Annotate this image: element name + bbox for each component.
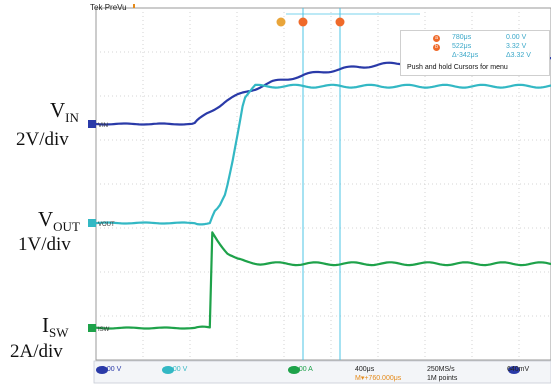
isw-label: ISW [42, 313, 69, 341]
cursor-a-marker: a [433, 35, 440, 42]
ch2-scale[interactable]: 1.00 V [167, 366, 188, 373]
ch3-scale[interactable]: 2.00 A [293, 366, 313, 373]
cursor-b-time: 522μs [452, 43, 472, 50]
cursor-a-value: 0.00 V [506, 34, 527, 41]
timebase[interactable]: 400μs [355, 366, 375, 373]
vout-label: VOUT [38, 207, 80, 235]
vout-scale: 1V/div [18, 234, 71, 255]
cursor-delta-value: Δ3.32 V [506, 52, 531, 59]
vin-scale: 2V/div [16, 129, 69, 150]
sample-rate[interactable]: 250MS/s [427, 366, 455, 373]
status-bar-bg [93, 360, 551, 384]
channel-tag-vout: VOUT [98, 222, 115, 228]
status-bar: 2.00 V 1.00 V 2.00 A 400μs M▾+760.000μs … [94, 361, 551, 383]
channel-button-marker [288, 366, 300, 374]
trigger-level[interactable]: 640mV [507, 366, 530, 373]
trigger-position[interactable]: M▾+760.000μs [355, 375, 402, 382]
trace-isw [95, 231, 551, 330]
vin-label: VIN [50, 98, 79, 126]
cursor-b-value: 3.32 V [506, 43, 527, 50]
channel-marker-vin [88, 120, 96, 128]
trace-vout [95, 83, 551, 226]
trigger-time-marker [276, 17, 286, 27]
channel-button-marker [508, 366, 520, 374]
cursor-marker [298, 17, 308, 27]
channel-tag-isw: ISW [98, 327, 110, 333]
cursor-marker [335, 17, 345, 27]
channel-marker-isw [88, 324, 96, 332]
cursor-readout: a 780μs 0.00 V b 522μs 3.32 V Δ-342μs Δ3.32 V… [400, 30, 550, 76]
ch1-scale[interactable]: 2.00 V [101, 366, 122, 373]
cursor-menu-hint: Push and hold Cursors for menu [407, 64, 508, 71]
isw-scale: 2A/div [10, 341, 63, 362]
channel-button-marker [96, 366, 108, 374]
cursor-a-time: 780μs [452, 34, 472, 41]
scope-brand: Tek PreVu [90, 3, 127, 12]
channel-tag-vin: VIN [98, 123, 108, 129]
channel-marker-vout [88, 219, 96, 227]
channel-button-marker [162, 366, 174, 374]
record-length[interactable]: 1M points [427, 375, 458, 382]
scope-mode: PreVu [104, 3, 127, 12]
cursor-delta-time: Δ-342μs [452, 52, 479, 59]
cursor-b-marker: b [433, 44, 440, 51]
